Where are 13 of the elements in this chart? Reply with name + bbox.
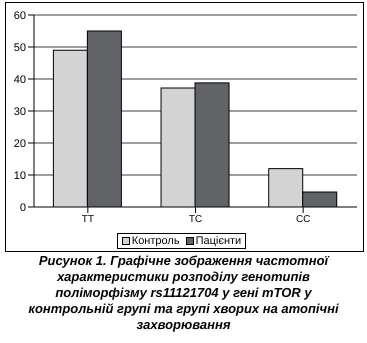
y-tick-label: 40 <box>14 74 26 86</box>
legend-label: Пацієнти <box>196 235 242 247</box>
y-tick-label: 60 <box>14 10 26 22</box>
y-tick-label: 10 <box>14 170 26 182</box>
text: Рисунок 1. Графічне зображення частотної характеристики розподілу генотипів поліморфізму rs11121704 у гені mTOR у контрольній групі та групі хворих на атопічні захворювання <box>27 253 340 333</box>
y-tick-label: 30 <box>14 106 26 118</box>
x-tick-label: TC <box>188 214 202 226</box>
y-tick-label: 0 <box>20 202 26 214</box>
x-tick-label: CC <box>296 214 310 226</box>
legend-label: Контроль <box>132 235 180 247</box>
x-tick-label: TT <box>82 214 94 226</box>
y-tick-label: 50 <box>14 42 26 54</box>
y-tick-label: 20 <box>14 138 26 150</box>
